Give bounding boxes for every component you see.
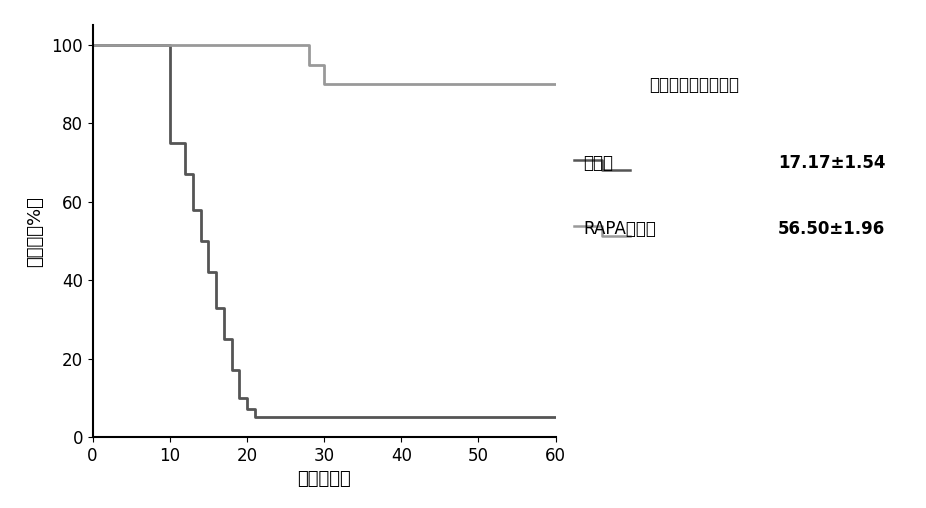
Text: 对照组: 对照组 bbox=[583, 153, 613, 172]
X-axis label: 时间（天）: 时间（天） bbox=[297, 470, 351, 488]
Y-axis label: 生存率（%）: 生存率（%） bbox=[26, 196, 44, 267]
Text: 56.50±1.96: 56.50±1.96 bbox=[778, 219, 885, 238]
Text: 平均存活时间（天）: 平均存活时间（天） bbox=[649, 76, 740, 94]
Text: RAPA点眼组: RAPA点眼组 bbox=[583, 219, 657, 238]
Text: 17.17±1.54: 17.17±1.54 bbox=[778, 153, 885, 172]
